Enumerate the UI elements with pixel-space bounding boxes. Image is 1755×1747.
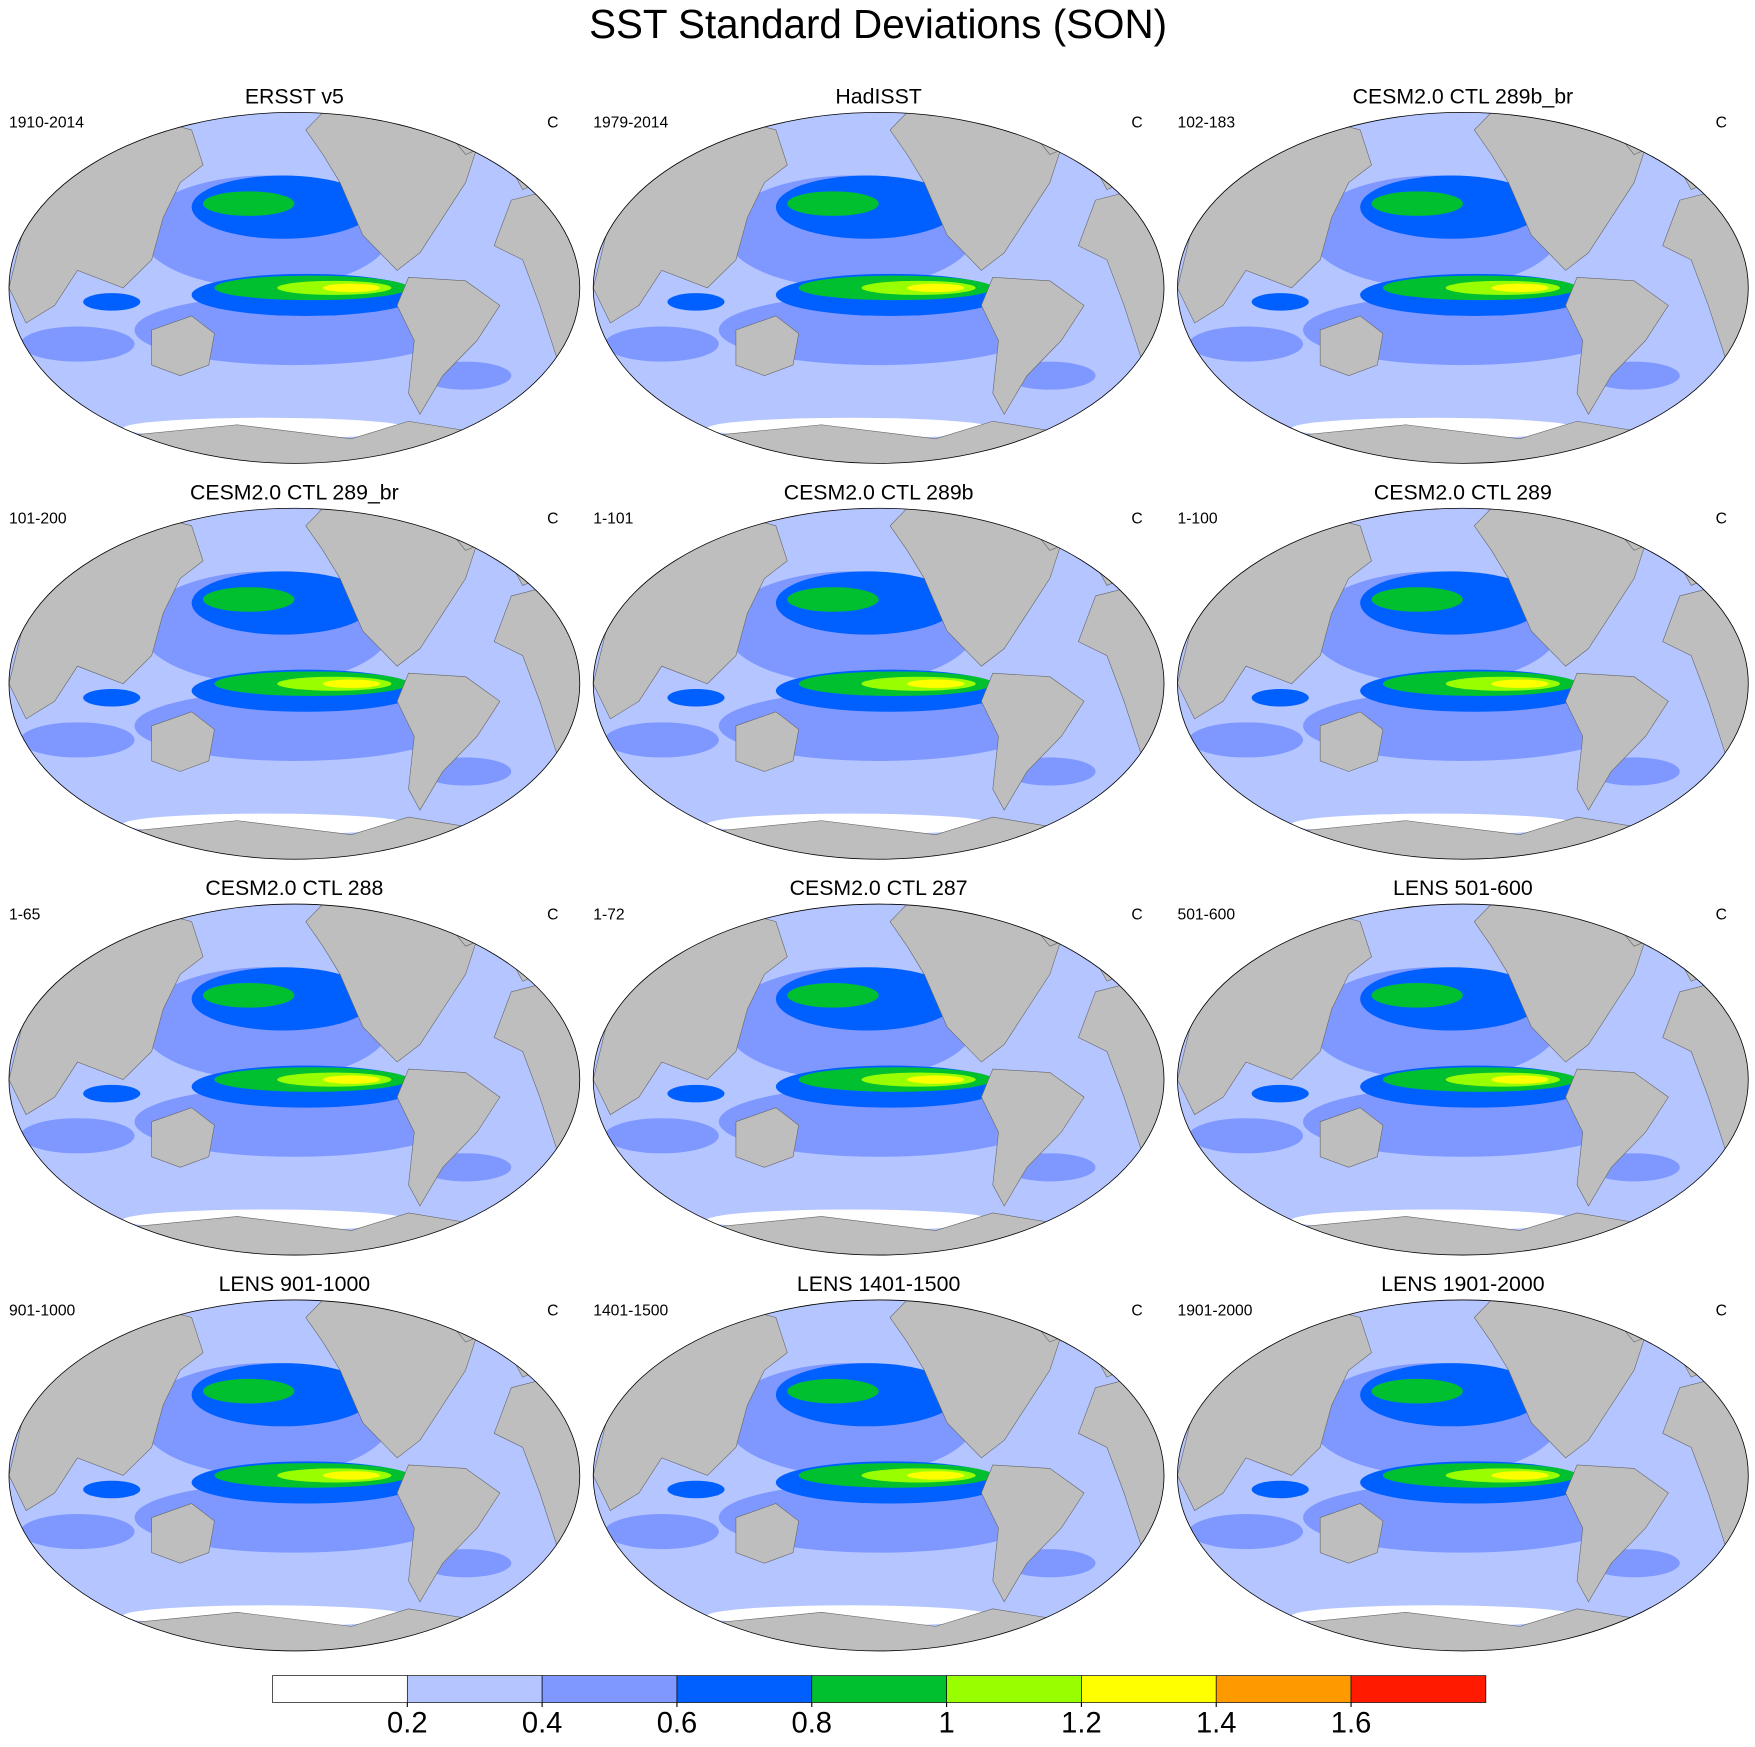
period-label: 1401-1500 [593,1302,668,1319]
panel-title: CESM2.0 CTL 288 [205,876,383,900]
colorbar-box [1215,1675,1352,1703]
map [1177,1300,1748,1651]
panel-title: CESM2.0 CTL 289_br [190,480,399,504]
panel-title: CESM2.0 CTL 289 [1374,480,1552,504]
colorbar-box [946,1675,1082,1703]
panel-title: LENS 1901-2000 [1381,1272,1545,1296]
units-label: C [1716,115,1727,132]
period-label: 1-65 [9,906,41,923]
colorbar-label: 0.2 [387,1708,428,1740]
colorbar-box [676,1675,813,1703]
panel-title: CESM2.0 CTL 289b [784,480,974,504]
period-label: 101-200 [9,511,67,528]
map [593,1300,1164,1651]
colorbar-box [1350,1675,1487,1703]
map [9,904,580,1255]
period-label: 1-101 [593,511,633,528]
map [9,508,580,859]
colorbar-box [541,1675,678,1703]
colorbar-label: 1.2 [1061,1708,1102,1740]
colorbar-label: 1.4 [1196,1708,1237,1740]
units-label: C [1716,906,1727,923]
period-label: 1910-2014 [9,115,84,132]
map [593,112,1164,463]
panel-title: LENS 901-1000 [219,1272,371,1296]
map [9,1300,580,1651]
panel-title: LENS 1401-1500 [797,1272,961,1296]
panel-title: LENS 501-600 [1393,876,1533,900]
units-label: C [1716,1302,1727,1319]
colorbar-label: 0.8 [792,1708,833,1740]
period-label: 1-72 [593,906,624,923]
map [1177,904,1748,1255]
period-label: 501-600 [1177,906,1235,923]
colorbar-box [272,1675,408,1703]
period-label: 1901-2000 [1177,1302,1252,1319]
figure-title: SST Standard Deviations (SON) [589,1,1167,47]
map [593,904,1164,1255]
units-label: C [1131,115,1142,132]
units-label: C [1131,511,1142,528]
colorbar-label: 1 [938,1708,954,1740]
units-label: C [547,906,558,923]
map [1177,508,1748,859]
units-label: C [547,115,558,132]
colorbar-label: 1.6 [1331,1708,1372,1740]
colorbar-label: 0.4 [522,1708,563,1740]
map [593,508,1164,859]
map [9,112,580,463]
period-label: 1979-2014 [593,115,668,132]
map [1177,112,1748,463]
panel-title: CESM2.0 CTL 289b_br [1353,84,1574,108]
units-label: C [1716,511,1727,528]
colorbar-box [811,1675,947,1703]
colorbar-label: 0.6 [657,1708,698,1740]
panel-title: ERSST v5 [245,84,344,108]
colorbar-box [406,1675,543,1703]
period-label: 102-183 [1177,115,1235,132]
colorbar-box [1081,1675,1217,1703]
panel-title: HadISST [835,84,921,108]
units-label: C [547,1302,558,1319]
units-label: C [1131,906,1142,923]
panel-title: CESM2.0 CTL 287 [790,876,968,900]
period-label: 1-100 [1177,511,1217,528]
units-label: C [1131,1302,1142,1319]
period-label: 901-1000 [9,1302,76,1319]
units-label: C [547,511,558,528]
